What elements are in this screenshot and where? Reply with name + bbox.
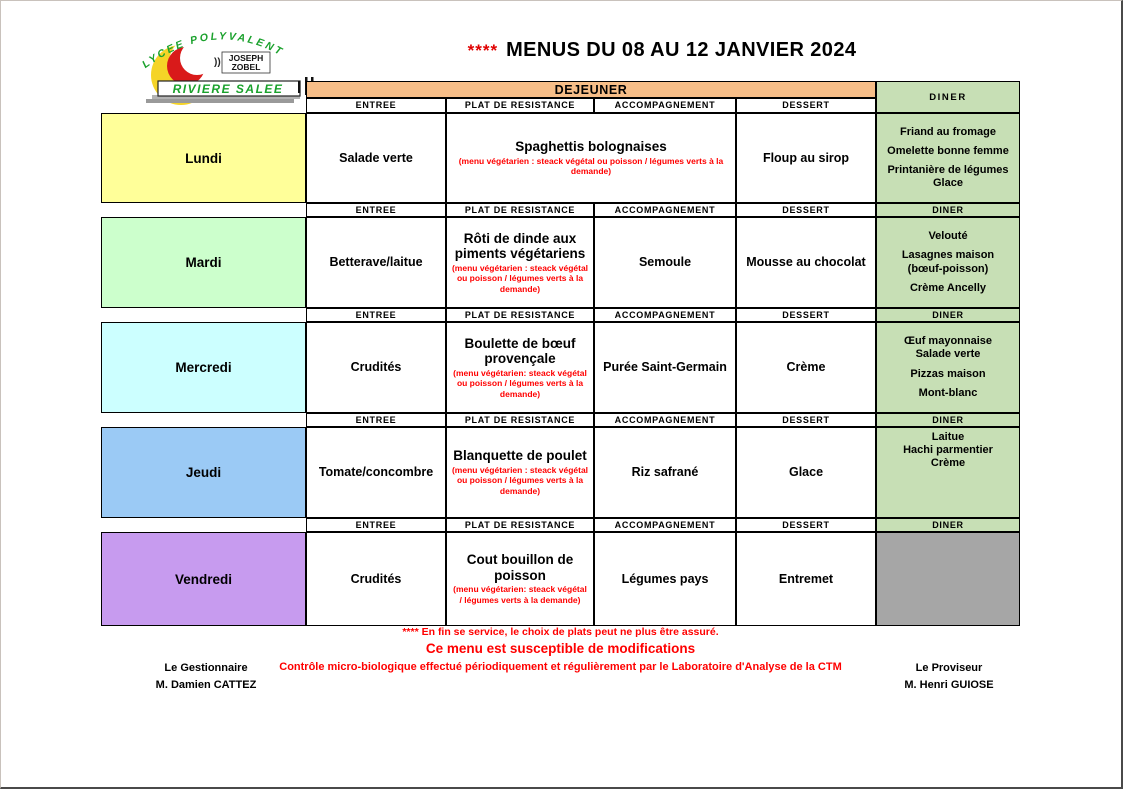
plat-cell: Cout bouillon de poisson (menu végétarie… (446, 532, 594, 626)
diner-cell: Velouté Lasagnes maison (bœuf-poisson) Crè… (876, 217, 1020, 308)
col-header-diner: DINER (876, 518, 1020, 532)
diner-cell: Œuf mayonnaise Salade verte Pizzas maison… (876, 322, 1020, 413)
plat-cell: Boulette de bœuf provençale (menu végéta… (446, 322, 594, 413)
col-header-plat: PLAT DE RESISTANCE (446, 413, 594, 427)
day-cell-mercredi: Mercredi (101, 322, 306, 413)
vegetarian-note: (menu végétarien : steack végétal ou poi… (458, 155, 724, 177)
entree-cell: Salade verte (306, 113, 446, 203)
proviseur-name: M. Henri GUIOSE (904, 679, 994, 692)
col-header-accompagnement: ACCOMPAGNEMENT (594, 308, 736, 322)
school-logo: LYCEE POLYVALENT )) JOSEPH ZOBEL RIVIERE… (126, 25, 316, 113)
col-header-dessert: DESSERT (736, 413, 876, 427)
plat-main: Cout bouillon de poisson (466, 552, 574, 583)
day-cell-vendredi: Vendredi (101, 532, 306, 626)
col-header-entree: ENTREE (306, 308, 446, 322)
row-vendredi: Vendredi Crudités Cout bouillon de poiss… (101, 532, 1020, 626)
diner-header: DINER (876, 81, 1020, 113)
subheader-row: ENTREE PLAT DE RESISTANCE ACCOMPAGNEMENT… (101, 413, 1020, 427)
subheader-row: ENTREE PLAT DE RESISTANCE ACCOMPAGNEMENT… (101, 518, 1020, 532)
plat-main: Spaghettis bolognaises (515, 139, 667, 155)
entree-cell: Betterave/laitue (306, 217, 446, 308)
col-header-accompagnement: ACCOMPAGNEMENT (594, 413, 736, 427)
entree-cell: Crudités (306, 532, 446, 626)
vegetarian-note: (menu végétarien: steack végétal ou pois… (453, 367, 587, 399)
proviseur-role: Le Proviseur (915, 662, 983, 674)
diner-cell: Friand au fromage Omelette bonne femme Pri… (876, 113, 1020, 203)
table-header: DEJEUNER ENTREE PLAT DE RESISTANCE ACCOM… (101, 81, 1020, 113)
plat-main: Blanquette de poulet (453, 448, 587, 464)
plat-cell: Spaghettis bolognaises (menu végétarien … (446, 113, 736, 203)
col-header-entree: ENTREE (306, 203, 446, 217)
dessert-cell: Crème (736, 322, 876, 413)
col-header-accompagnement: ACCOMPAGNEMENT (594, 203, 736, 217)
school-logo-graphic: LYCEE POLYVALENT )) JOSEPH ZOBEL RIVIERE… (140, 30, 314, 105)
dessert-cell: Mousse au chocolat (736, 217, 876, 308)
page-title: **** MENUS DU 08 AU 12 JANVIER 2024 (468, 39, 857, 62)
row-lundi: Lundi Salade verte Spaghettis bolognaise… (101, 113, 1020, 203)
diner-cell-empty (876, 532, 1020, 626)
service-notice: **** En fin se service, le choix de plat… (402, 626, 719, 638)
control-notice: Contrôle micro-biologique effectué pério… (279, 661, 842, 673)
dessert-cell: Floup au sirop (736, 113, 876, 203)
entree-cell: Crudités (306, 322, 446, 413)
col-header-diner: DINER (876, 203, 1020, 217)
title-text: MENUS DU 08 AU 12 JANVIER 2024 (506, 39, 857, 61)
subheader-row: ENTREE PLAT DE RESISTANCE ACCOMPAGNEMENT… (101, 203, 1020, 217)
day-cell-jeudi: Jeudi (101, 427, 306, 518)
signature-gestionnaire: Le Gestionnaire M. Damien CATTEZ (116, 660, 296, 694)
vegetarian-note: (menu végétarien: steack végétal / légum… (453, 584, 587, 606)
diner-cell: Laitue Hachi parmentier Crème (876, 427, 1020, 518)
col-header-accompagnement: ACCOMPAGNEMENT (594, 518, 736, 532)
logo-bracket-mark: )) (214, 57, 221, 68)
dessert-cell: Glace (736, 427, 876, 518)
logo-banner-text: RIVIERE SALEE (173, 82, 284, 96)
logo-name-line1: JOSEPH (229, 53, 264, 63)
col-header-dessert: DESSERT (736, 203, 876, 217)
plat-cell: Rôti de dinde aux piments végétariens (m… (446, 217, 594, 308)
day-cell-mardi: Mardi (101, 217, 306, 308)
row-mardi: Mardi Betterave/laitue Rôti de dinde aux… (101, 217, 1020, 308)
entree-cell: Tomate/concombre (306, 427, 446, 518)
vegetarian-note: (menu végétarien : steack végétal ou poi… (451, 262, 589, 294)
subheader-row: ENTREE PLAT DE RESISTANCE ACCOMPAGNEMENT… (101, 308, 1020, 322)
header-spacer (101, 81, 306, 98)
col-header-plat: PLAT DE RESISTANCE (446, 203, 594, 217)
col-header-dessert: DESSERT (736, 98, 876, 113)
col-header-entree: ENTREE (306, 518, 446, 532)
col-header-dessert: DESSERT (736, 518, 876, 532)
row-mercredi: Mercredi Crudités Boulette de bœuf prove… (101, 322, 1020, 413)
day-cell-lundi: Lundi (101, 113, 306, 203)
accompagnement-cell: Riz safrané (594, 427, 736, 518)
vegetarian-note: (menu végétarien : steack végétal ou poi… (451, 464, 589, 497)
modification-notice: Ce menu est susceptible de modifications (425, 641, 696, 656)
menu-table: DEJEUNER ENTREE PLAT DE RESISTANCE ACCOM… (101, 81, 1020, 626)
dejeuner-header: DEJEUNER (306, 81, 876, 98)
plat-main: Boulette de bœuf provençale (464, 335, 576, 367)
signature-proviseur: Le Proviseur M. Henri GUIOSE (859, 660, 1039, 694)
col-header-dessert: DESSERT (736, 308, 876, 322)
accompagnement-cell: Purée Saint-Germain (594, 322, 736, 413)
dessert-cell: Entremet (736, 532, 876, 626)
plat-cell: Blanquette de poulet (menu végétarien : … (446, 427, 594, 518)
col-header-diner: DINER (876, 308, 1020, 322)
plat-main: Rôti de dinde aux piments végétariens (454, 230, 586, 262)
col-header-plat: PLAT DE RESISTANCE (446, 518, 594, 532)
title-stars: **** (467, 41, 499, 60)
accompagnement-cell: Légumes pays (594, 532, 736, 626)
logo-name-line2: ZOBEL (232, 62, 261, 72)
accompagnement-cell: Semoule (594, 217, 736, 308)
col-header-diner: DINER (876, 413, 1020, 427)
col-header-plat: PLAT DE RESISTANCE (446, 98, 594, 113)
gestionnaire-name: M. Damien CATTEZ (155, 679, 257, 692)
gestionnaire-role: Le Gestionnaire (164, 662, 248, 674)
col-header-entree: ENTREE (306, 413, 446, 427)
col-header-accompagnement: ACCOMPAGNEMENT (594, 98, 736, 113)
row-jeudi: Jeudi Tomate/concombre Blanquette de pou… (101, 427, 1020, 518)
col-header-entree: ENTREE (306, 98, 446, 113)
col-header-plat: PLAT DE RESISTANCE (446, 308, 594, 322)
